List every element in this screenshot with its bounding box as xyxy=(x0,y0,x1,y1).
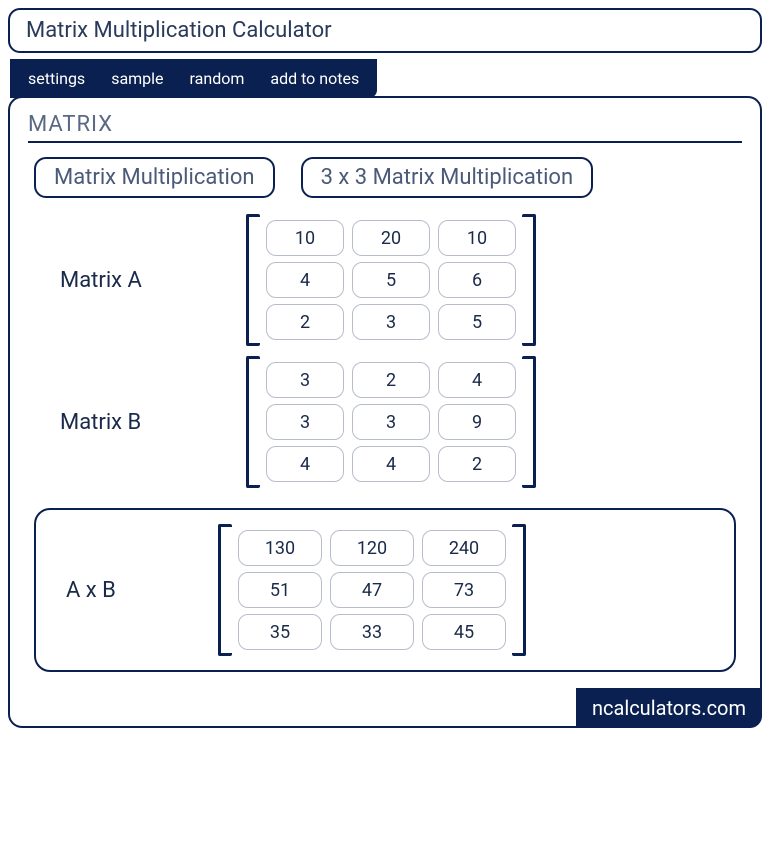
matrix-a: 10 20 10 4 5 6 2 3 5 xyxy=(246,214,536,346)
matrix-b-grid: 3 2 4 3 3 9 4 4 2 xyxy=(260,356,522,488)
matrix-b-cell[interactable]: 4 xyxy=(352,446,430,482)
bracket-right-icon xyxy=(512,524,526,656)
matrix-result-cell: 120 xyxy=(330,530,414,566)
tab-matrix-multiplication[interactable]: Matrix Multiplication xyxy=(34,157,275,198)
matrix-result-row: A x B 130 120 240 51 47 73 35 33 45 xyxy=(48,524,716,656)
matrix-result-cell: 130 xyxy=(238,530,322,566)
matrix-a-row: Matrix A 10 20 10 4 5 6 2 3 5 xyxy=(36,214,734,346)
matrix-a-cell[interactable]: 20 xyxy=(352,220,430,256)
page-title: Matrix Multiplication Calculator xyxy=(26,18,332,43)
bracket-left-icon xyxy=(218,524,232,656)
bracket-left-icon xyxy=(246,214,260,346)
matrix-result-cell: 47 xyxy=(330,572,414,608)
matrix-b-label: Matrix B xyxy=(36,410,246,435)
matrix-b-cell[interactable]: 9 xyxy=(438,404,516,440)
matrix-a-cell[interactable]: 6 xyxy=(438,262,516,298)
matrix-a-cell[interactable]: 5 xyxy=(352,262,430,298)
matrix-b-cell[interactable]: 3 xyxy=(266,404,344,440)
bracket-right-icon xyxy=(522,356,536,488)
matrix-b: 3 2 4 3 3 9 4 4 2 xyxy=(246,356,536,488)
matrix-result: 130 120 240 51 47 73 35 33 45 xyxy=(218,524,526,656)
matrix-result-cell: 73 xyxy=(422,572,506,608)
matrix-result-cell: 240 xyxy=(422,530,506,566)
matrix-a-cell[interactable]: 10 xyxy=(438,220,516,256)
bracket-left-icon xyxy=(246,356,260,488)
toolbar-sample[interactable]: sample xyxy=(111,69,163,88)
main-panel: MATRIX Matrix Multiplication 3 x 3 Matri… xyxy=(8,96,762,728)
matrix-a-cell[interactable]: 10 xyxy=(266,220,344,256)
matrix-a-label: Matrix A xyxy=(36,268,246,293)
matrix-b-cell[interactable]: 3 xyxy=(352,404,430,440)
matrix-b-cell[interactable]: 3 xyxy=(266,362,344,398)
toolbar-settings[interactable]: settings xyxy=(28,69,85,88)
tab-row: Matrix Multiplication 3 x 3 Matrix Multi… xyxy=(28,157,742,198)
matrix-result-cell: 33 xyxy=(330,614,414,650)
matrix-result-label: A x B xyxy=(48,578,218,603)
bracket-right-icon xyxy=(522,214,536,346)
matrix-result-cell: 45 xyxy=(422,614,506,650)
matrix-a-cell[interactable]: 5 xyxy=(438,304,516,340)
toolbar-random[interactable]: random xyxy=(190,69,245,88)
matrix-a-cell[interactable]: 2 xyxy=(266,304,344,340)
toolbar-add-to-notes[interactable]: add to notes xyxy=(270,69,359,88)
matrix-b-cell[interactable]: 4 xyxy=(266,446,344,482)
matrix-a-cell[interactable]: 3 xyxy=(352,304,430,340)
matrix-a-grid: 10 20 10 4 5 6 2 3 5 xyxy=(260,214,522,346)
matrix-result-grid: 130 120 240 51 47 73 35 33 45 xyxy=(232,524,512,656)
result-box: A x B 130 120 240 51 47 73 35 33 45 xyxy=(34,508,736,672)
matrix-b-cell[interactable]: 4 xyxy=(438,362,516,398)
matrix-result-cell: 35 xyxy=(238,614,322,650)
tab-3x3-matrix-multiplication[interactable]: 3 x 3 Matrix Multiplication xyxy=(301,157,594,198)
matrix-result-cell: 51 xyxy=(238,572,322,608)
title-bar: Matrix Multiplication Calculator xyxy=(8,8,762,53)
matrix-b-cell[interactable]: 2 xyxy=(352,362,430,398)
matrix-a-cell[interactable]: 4 xyxy=(266,262,344,298)
section-heading: MATRIX xyxy=(28,112,742,143)
footer-brand[interactable]: ncalculators.com xyxy=(576,688,762,728)
matrix-b-cell[interactable]: 2 xyxy=(438,446,516,482)
toolbar: settings sample random add to notes xyxy=(10,59,377,98)
matrix-b-row: Matrix B 3 2 4 3 3 9 4 4 2 xyxy=(36,356,734,488)
